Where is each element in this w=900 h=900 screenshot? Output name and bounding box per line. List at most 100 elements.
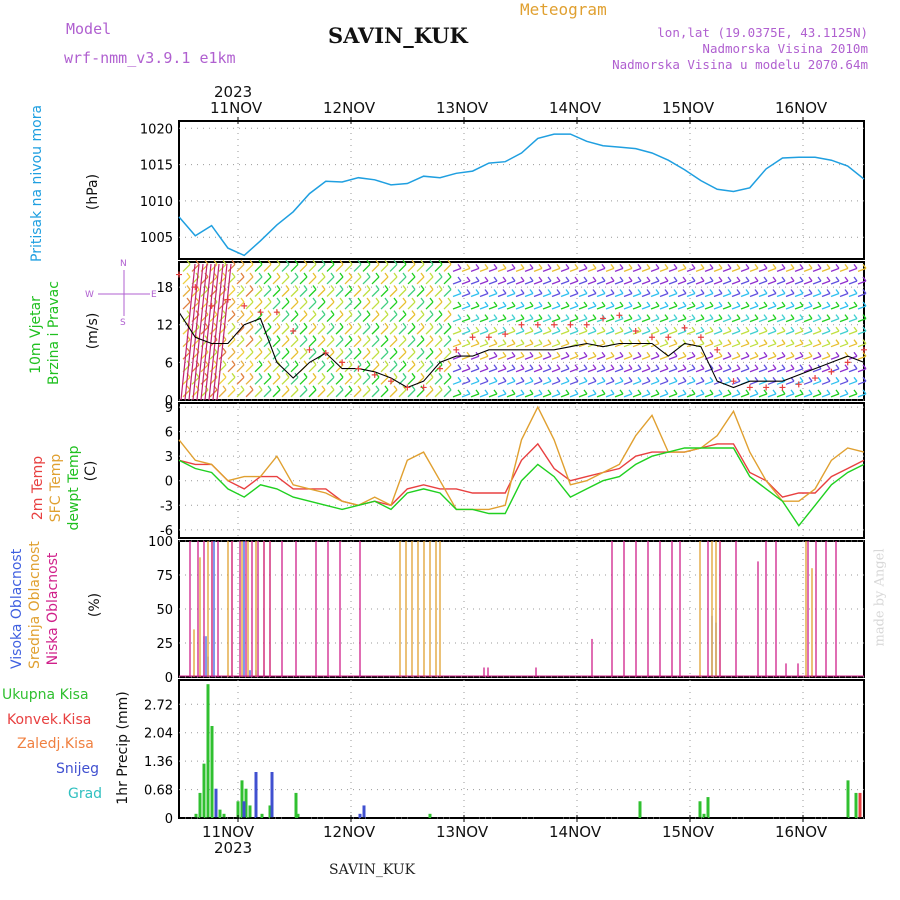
wind-barb (371, 276, 380, 285)
wind-barb-flag (420, 335, 425, 341)
wind-gust-marker (763, 384, 770, 391)
wind-barb (218, 276, 227, 285)
wind-barb (812, 280, 822, 285)
wind-barb-flag (763, 264, 768, 269)
wind-barb (848, 280, 858, 285)
wind-barb-flag (817, 326, 822, 332)
wind-barb (506, 380, 516, 385)
wind-barb-flag (348, 285, 353, 290)
wind-barb (839, 267, 849, 273)
wind-barb-flag (384, 285, 389, 290)
wind-barb-flag (745, 389, 750, 395)
wind-barb-flag (574, 326, 579, 332)
ytick-precip-4: 2.72 (144, 698, 173, 713)
wind-barb-flag (231, 285, 236, 290)
wind-barb (578, 305, 588, 310)
wind-barb (587, 292, 597, 298)
wind-barb-flag (727, 364, 732, 370)
wind-barb-flag (384, 310, 389, 315)
wind-barb (659, 317, 669, 323)
wind-barb-flag (565, 376, 570, 382)
wind-barb-flag (222, 372, 227, 378)
wind-barb (578, 317, 588, 323)
wind-barb (740, 355, 750, 360)
precip-rain-bar (294, 792, 298, 818)
wind-barb (488, 330, 498, 335)
wind-barb-flag (646, 326, 651, 332)
wind-barb (542, 368, 552, 373)
wind-barb-flag (835, 264, 840, 269)
wind-barb (380, 301, 389, 310)
wind-barb-flag (484, 339, 489, 345)
wind-barb-flag (529, 389, 534, 395)
wind-barb-flag (691, 314, 696, 319)
compass-rose (98, 270, 150, 316)
wind-barb (452, 292, 462, 298)
wind-barb-flag (700, 351, 705, 357)
wind-barb-flag (529, 339, 534, 345)
wind-barb-flag (790, 326, 795, 332)
wind-barb (839, 280, 849, 285)
precip-rain-bar (428, 813, 432, 818)
wind-barb-flag (808, 289, 813, 294)
wind-barb (425, 263, 434, 272)
panel-frame-precip (178, 679, 865, 819)
wind-barb (569, 292, 579, 298)
wind-barb-flag (249, 297, 254, 303)
wind-barb (650, 305, 660, 310)
wind-barb-flag (520, 351, 525, 357)
wind-barb-flag (745, 339, 750, 345)
wind-barb (281, 326, 290, 335)
wind-barb-flag (447, 310, 452, 315)
ytick-temp-4: 6 (165, 426, 173, 441)
wind-barb (263, 339, 272, 348)
wind-barb (191, 326, 200, 335)
wind-barb (722, 305, 732, 310)
wind-barb (758, 393, 768, 398)
wind-barb-flag (249, 310, 254, 315)
wind-barb-flag (736, 339, 741, 345)
wind-barb (317, 376, 326, 385)
precip-rain-bar (202, 763, 206, 818)
wind-barb-flag (222, 385, 227, 391)
wind-barb (560, 330, 570, 335)
wind-gust-marker (257, 309, 264, 316)
wind-barb (326, 351, 335, 360)
wind-barb (245, 389, 254, 398)
wind-barb-flag (411, 347, 416, 353)
wind-barb (443, 263, 452, 272)
wind-barb-flag (312, 260, 317, 265)
wind-barb (371, 339, 380, 348)
wind-barb-flag (583, 326, 588, 332)
wind-barb-flag (799, 301, 804, 307)
wind-barb-flag (592, 289, 597, 294)
wind-barb (551, 355, 561, 360)
wind-barb-flag (375, 272, 380, 278)
wind-barb-flag (790, 314, 795, 319)
wind-barb (506, 343, 516, 348)
wind-barb (524, 355, 534, 360)
wind-barb-flag (240, 322, 245, 328)
wind-barb-red (216, 263, 232, 401)
wind-barb-flag (754, 289, 759, 294)
wind-barb (452, 305, 462, 310)
wind-gust-marker (534, 321, 541, 328)
wind-barb (767, 380, 777, 385)
wind-gust-marker (241, 302, 248, 309)
wind-barb-flag (213, 260, 218, 265)
wind-barb-flag (339, 347, 344, 353)
wind-barb-flag (718, 389, 723, 395)
wind-barb (587, 280, 597, 285)
wind-barb-flag (619, 326, 624, 332)
wind-barb-flag (231, 272, 236, 278)
wind-barb (407, 289, 416, 297)
wind-barb (803, 305, 813, 310)
wind-barb (848, 343, 858, 348)
wind-barb-flag (610, 364, 615, 370)
wind-barb (614, 280, 624, 285)
wind-barb-flag (673, 339, 678, 345)
wind-barb-flag (736, 289, 741, 294)
wind-barb-flag (357, 272, 362, 278)
wind-barb-flag (375, 335, 380, 341)
wind-barb (434, 326, 443, 335)
